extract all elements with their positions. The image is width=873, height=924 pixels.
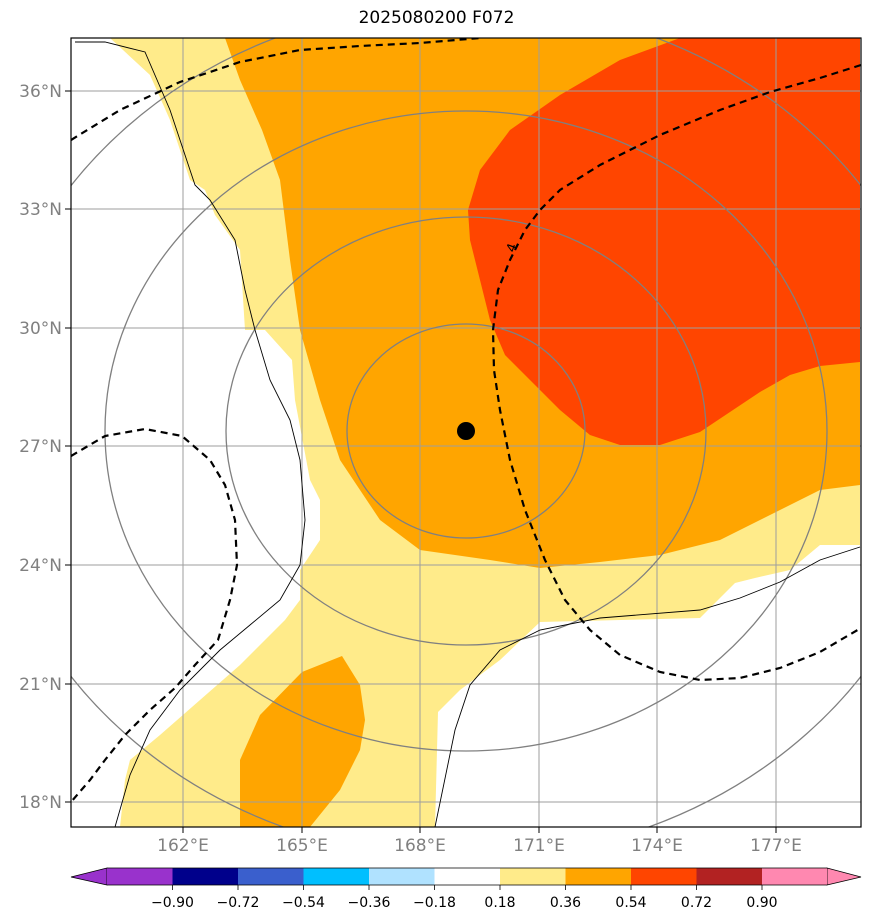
colorbar-segment-6 [500, 868, 566, 885]
storm-center-marker [457, 422, 475, 440]
colorbar-label-0: −0.90 [151, 895, 194, 911]
colorbar-segment-1 [172, 868, 238, 885]
colorbar-label-9: 0.90 [746, 895, 777, 911]
map-frame [70, 37, 862, 828]
colorbar-label-3: −0.36 [348, 895, 391, 911]
lat-tick-labels: 18°N 21°N 24°N 27°N 30°N 33°N 36°N [19, 82, 62, 813]
colorbar-arrow-high [826, 867, 862, 886]
colorbar-segment-8 [631, 868, 697, 885]
dashed-contours [71, 38, 861, 803]
lon-label-171: 171°E [513, 836, 565, 856]
map-title: 2025080200 F072 [358, 8, 515, 28]
dashed-contour-west [71, 427, 239, 803]
colorbar-arrow-low [70, 867, 108, 886]
lon-label-165: 165°E [276, 836, 328, 856]
lon-tick-labels: 162°E 165°E 168°E 171°E 174°E 177°E [157, 836, 802, 856]
colorbar-label-7: 0.54 [615, 895, 646, 911]
coastline-east [434, 546, 861, 827]
range-rings [71, 38, 861, 827]
dashed-contour-east [491, 63, 861, 682]
lat-label-33: 33°N [19, 200, 62, 220]
lat-label-21: 21°N [19, 675, 62, 695]
coastline-west [75, 41, 306, 827]
map-plot-area: 4 [71, 38, 861, 827]
axis-ticks [65, 90, 777, 833]
colorbar-label-1: −0.72 [217, 895, 260, 911]
colorbar-label-2: −0.54 [282, 895, 325, 911]
colorbar-outline [107, 867, 827, 886]
colorbar-label-5: 0.18 [484, 895, 515, 911]
colorbar-segment-7 [565, 868, 631, 885]
range-ring-2 [225, 216, 707, 646]
range-ring-3 [104, 110, 828, 752]
lat-label-30: 30°N [19, 319, 62, 339]
graticule-lines [71, 38, 861, 827]
lon-label-174: 174°E [631, 836, 683, 856]
lat-label-24: 24°N [19, 556, 62, 576]
lon-label-177: 177°E [750, 836, 802, 856]
colorbar-segment-10 [762, 868, 827, 885]
band-054-072 [468, 38, 860, 445]
range-ring-1 [346, 323, 586, 539]
colorbar-ticks [172, 885, 763, 890]
colorbar-label-8: 0.72 [681, 895, 712, 911]
lon-label-168: 168°E [394, 836, 446, 856]
colorbar-segment-3 [303, 868, 369, 885]
colorbar-label-6: 0.36 [550, 895, 581, 911]
coastlines [75, 41, 861, 827]
colorbar-segment-0 [107, 868, 173, 885]
lat-label-18: 18°N [19, 793, 62, 813]
lat-label-36: 36°N [19, 82, 62, 102]
colorbar-label-4: −0.18 [413, 895, 456, 911]
colorbar-segment-5 [434, 868, 500, 885]
lon-label-162: 162°E [157, 836, 209, 856]
colorbar: −0.90 −0.72 −0.54 −0.36 −0.18 0.18 0.36 … [70, 867, 862, 911]
dashed-contour-north [71, 38, 481, 141]
colorbar-segment-2 [238, 868, 304, 885]
colorbar-segment-9 [696, 868, 762, 885]
lat-label-27: 27°N [19, 437, 62, 457]
colorbar-segment-4 [369, 868, 435, 885]
